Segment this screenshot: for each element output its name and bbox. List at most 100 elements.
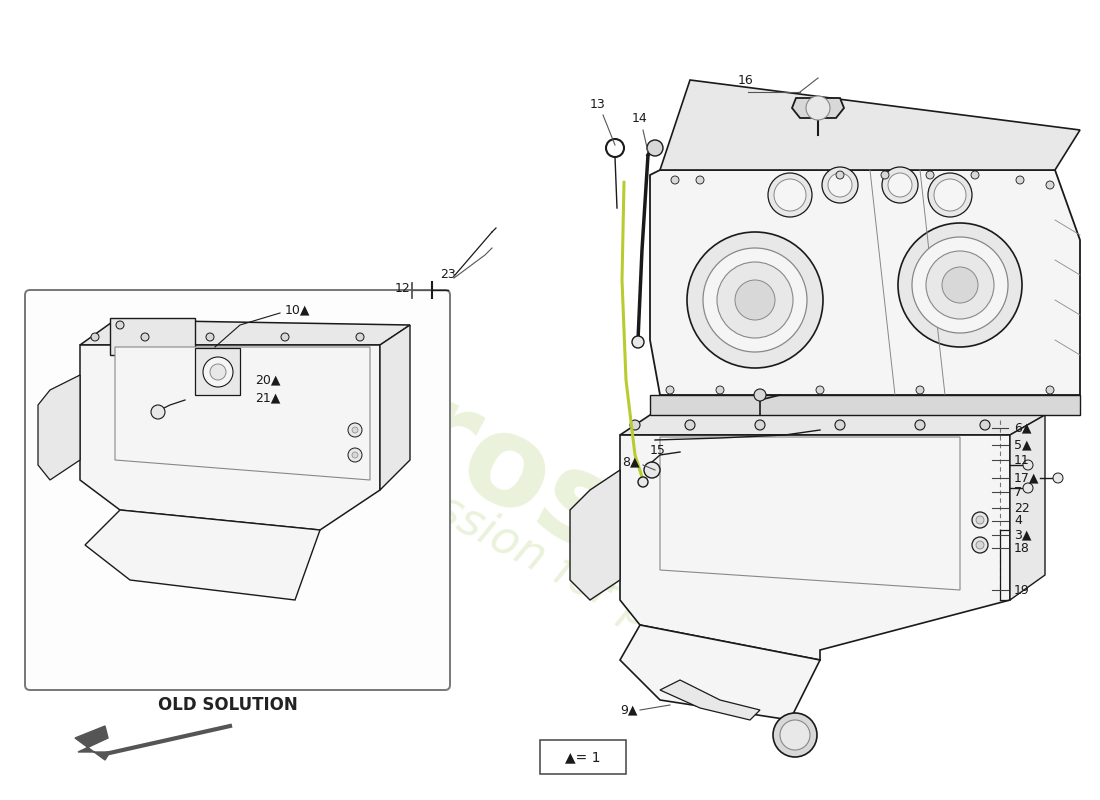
- Circle shape: [816, 386, 824, 394]
- Text: 12: 12: [394, 282, 410, 294]
- Text: 17▲: 17▲: [1014, 471, 1040, 485]
- Circle shape: [638, 477, 648, 487]
- Text: 5▲: 5▲: [1014, 438, 1032, 451]
- Text: 20▲: 20▲: [255, 374, 280, 386]
- Circle shape: [685, 420, 695, 430]
- Circle shape: [151, 405, 165, 419]
- Text: 22: 22: [1014, 502, 1030, 514]
- Text: eurospar: eurospar: [233, 289, 847, 691]
- Text: OLD SOLUTION: OLD SOLUTION: [157, 696, 297, 714]
- Circle shape: [971, 171, 979, 179]
- Circle shape: [630, 420, 640, 430]
- Circle shape: [352, 452, 358, 458]
- Circle shape: [912, 237, 1008, 333]
- Circle shape: [915, 420, 925, 430]
- Circle shape: [666, 386, 674, 394]
- Circle shape: [206, 333, 214, 341]
- Polygon shape: [792, 98, 844, 118]
- Polygon shape: [39, 375, 80, 480]
- Circle shape: [716, 386, 724, 394]
- Circle shape: [754, 389, 766, 401]
- Text: 7: 7: [1014, 486, 1022, 498]
- Circle shape: [1023, 483, 1033, 493]
- Text: 21▲: 21▲: [255, 391, 280, 405]
- Circle shape: [806, 96, 830, 120]
- Circle shape: [898, 223, 1022, 347]
- Text: ▲= 1: ▲= 1: [565, 750, 601, 764]
- Text: 11: 11: [1014, 454, 1030, 466]
- Circle shape: [768, 173, 812, 217]
- Text: 8▲: 8▲: [623, 455, 640, 469]
- Circle shape: [882, 167, 918, 203]
- Polygon shape: [80, 345, 380, 530]
- Circle shape: [780, 720, 810, 750]
- Circle shape: [735, 280, 776, 320]
- Circle shape: [671, 176, 679, 184]
- Circle shape: [141, 333, 149, 341]
- Circle shape: [822, 167, 858, 203]
- Circle shape: [647, 140, 663, 156]
- Text: 6▲: 6▲: [1014, 422, 1032, 434]
- Circle shape: [972, 512, 988, 528]
- Text: 15: 15: [650, 443, 666, 457]
- Circle shape: [972, 537, 988, 553]
- Circle shape: [928, 173, 972, 217]
- Polygon shape: [75, 726, 110, 760]
- Circle shape: [204, 357, 233, 387]
- Circle shape: [888, 173, 912, 197]
- Polygon shape: [80, 320, 410, 345]
- Circle shape: [773, 713, 817, 757]
- Text: 3▲: 3▲: [1014, 529, 1032, 542]
- Circle shape: [1046, 386, 1054, 394]
- Circle shape: [644, 462, 660, 478]
- Polygon shape: [660, 680, 760, 720]
- Circle shape: [916, 386, 924, 394]
- Circle shape: [976, 541, 984, 549]
- Circle shape: [280, 333, 289, 341]
- Circle shape: [926, 171, 934, 179]
- Circle shape: [348, 423, 362, 437]
- FancyBboxPatch shape: [540, 740, 626, 774]
- Polygon shape: [650, 395, 1080, 415]
- Circle shape: [348, 448, 362, 462]
- Polygon shape: [195, 348, 240, 395]
- Text: a passion for parts: a passion for parts: [340, 440, 739, 680]
- Polygon shape: [620, 625, 820, 720]
- Polygon shape: [110, 318, 195, 355]
- Polygon shape: [620, 435, 1010, 660]
- Circle shape: [926, 251, 994, 319]
- Polygon shape: [570, 470, 620, 600]
- Circle shape: [980, 420, 990, 430]
- Polygon shape: [660, 437, 960, 590]
- Circle shape: [696, 176, 704, 184]
- Text: 19: 19: [1014, 583, 1030, 597]
- Circle shape: [942, 267, 978, 303]
- Polygon shape: [660, 80, 1080, 170]
- Text: 18: 18: [1014, 542, 1030, 554]
- Circle shape: [1016, 176, 1024, 184]
- Circle shape: [1053, 473, 1063, 483]
- Circle shape: [828, 173, 852, 197]
- Circle shape: [632, 336, 644, 348]
- Circle shape: [352, 427, 358, 433]
- Circle shape: [755, 420, 764, 430]
- Circle shape: [1023, 460, 1033, 470]
- Circle shape: [116, 321, 124, 329]
- Text: 14: 14: [632, 111, 648, 125]
- Circle shape: [91, 333, 99, 341]
- Polygon shape: [1010, 415, 1045, 600]
- Circle shape: [881, 171, 889, 179]
- Circle shape: [356, 333, 364, 341]
- Circle shape: [976, 516, 984, 524]
- Circle shape: [688, 232, 823, 368]
- Circle shape: [1046, 181, 1054, 189]
- Circle shape: [703, 248, 807, 352]
- Polygon shape: [620, 415, 1045, 435]
- Polygon shape: [116, 347, 370, 480]
- Text: 13: 13: [590, 98, 606, 111]
- Text: 9▲: 9▲: [620, 703, 638, 717]
- Circle shape: [210, 364, 225, 380]
- Polygon shape: [650, 170, 1080, 395]
- Text: 23: 23: [440, 269, 455, 282]
- FancyBboxPatch shape: [25, 290, 450, 690]
